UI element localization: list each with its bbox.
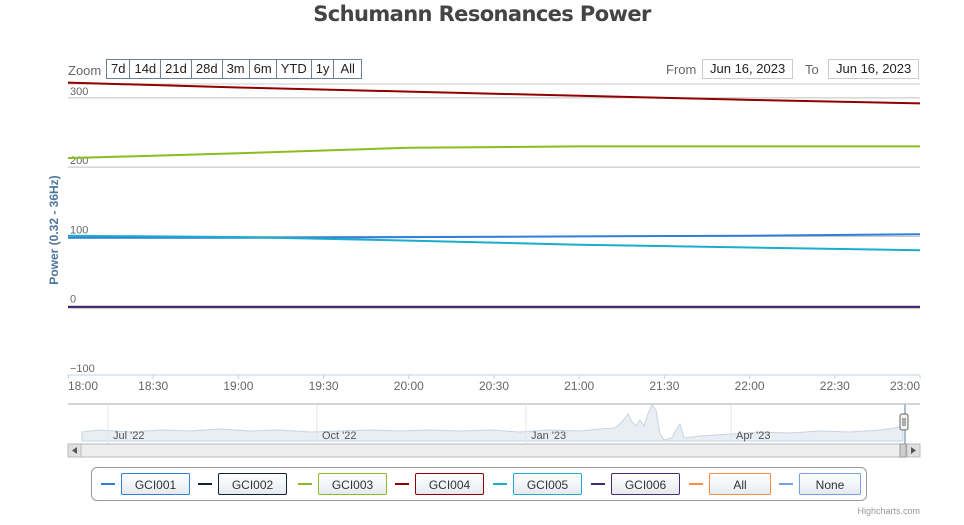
- zoom-button-6m[interactable]: 6m: [249, 60, 277, 78]
- x-tick-label: 22:30: [820, 379, 850, 393]
- y-tick-label: 0: [70, 294, 76, 306]
- zoom-button-ytd[interactable]: YTD: [276, 60, 312, 78]
- zoom-button-14d[interactable]: 14d: [130, 60, 162, 78]
- x-tick-label: 18:00: [68, 379, 98, 393]
- from-date-input[interactable]: Jun 16, 2023: [702, 59, 794, 79]
- from-label: From: [666, 62, 697, 77]
- legend-swatch-gci006: [591, 483, 605, 485]
- series-lines: [67, 81, 921, 309]
- legend-button-gci003[interactable]: GCI003: [318, 473, 387, 495]
- scrollbar-track[interactable]: [67, 443, 921, 458]
- x-tick-label: 22:00: [735, 379, 765, 393]
- navigator-tick-label: Jul '22: [113, 430, 144, 442]
- zoom-button-28d[interactable]: 28d: [191, 60, 223, 78]
- zoom-button-group: 7d 14d 21d 28d 3m 6m YTD 1y All: [106, 59, 362, 79]
- zoom-label: Zoom: [68, 63, 102, 78]
- x-tick-label: 20:00: [394, 379, 424, 393]
- navigator-ticks: Jul '22 Oct '22 Jan '23 Apr '23: [107, 404, 771, 444]
- legend-button-gci002[interactable]: GCI002: [218, 473, 287, 495]
- legend-swatch-none: [779, 483, 793, 485]
- zoom-button-3m[interactable]: 3m: [222, 60, 250, 78]
- legend-button-gci001[interactable]: GCI001: [121, 473, 190, 495]
- zoom-button-21d[interactable]: 21d: [161, 60, 192, 78]
- chart-title: Schumann Resonances Power: [313, 2, 651, 26]
- x-tick-label: 19:00: [223, 379, 253, 393]
- legend-swatch-gci005: [493, 483, 507, 485]
- y-tick-label: 100: [70, 224, 88, 236]
- navigator-tick-label: Jan '23: [531, 430, 566, 442]
- series-line-gci004[interactable]: [67, 81, 921, 105]
- x-tick-label: 23:00: [890, 379, 920, 393]
- legend-button-all[interactable]: All: [709, 473, 771, 495]
- x-tick-label: 21:30: [649, 379, 679, 393]
- legend: GCI001 GCI002 GCI003 GCI004 GCI005 GCI006 All N…: [91, 467, 867, 501]
- legend-button-gci005[interactable]: GCI005: [513, 473, 582, 495]
- x-axis-ticks: 18:00 18:30 19:00 19:30 20:00 20:30 21:00 21:30…: [67, 374, 921, 393]
- navigator-series: [81, 404, 904, 442]
- scrollbar-thumb[interactable]: [899, 443, 907, 458]
- legend-button-gci004[interactable]: GCI004: [415, 473, 484, 495]
- zoom-button-all[interactable]: All: [334, 60, 361, 78]
- y-tick-label: −100: [70, 363, 95, 375]
- to-date-input[interactable]: Jun 16, 2023: [828, 59, 920, 79]
- chevron-right-icon: [911, 447, 916, 454]
- legend-swatch-gci004: [395, 483, 409, 485]
- x-tick-label: 18:30: [138, 379, 168, 393]
- navigator-tick-label: Apr '23: [736, 430, 771, 442]
- zoom-button-1y[interactable]: 1y: [311, 60, 335, 78]
- y-tick-label: 300: [70, 86, 88, 98]
- to-label: To: [805, 62, 819, 77]
- navigator[interactable]: Jul '22 Oct '22 Jan '23 Apr '23: [68, 403, 920, 444]
- credits-link[interactable]: Highcharts.com: [857, 506, 920, 516]
- navigator-handle[interactable]: [899, 413, 909, 431]
- legend-button-none[interactable]: None: [799, 473, 861, 495]
- legend-swatch-gci003: [298, 483, 312, 485]
- x-tick-label: 19:30: [309, 379, 339, 393]
- series-line-gci005[interactable]: [67, 234, 921, 252]
- y-axis-label: Power (0.32 - 36Hz): [47, 175, 61, 284]
- scrollbar[interactable]: [67, 443, 921, 458]
- series-line-gci003[interactable]: [67, 145, 920, 160]
- chevron-left-icon: [72, 447, 77, 454]
- legend-swatch-gci001: [101, 483, 115, 485]
- x-tick-label: 21:00: [564, 379, 594, 393]
- legend-button-gci006[interactable]: GCI006: [611, 473, 680, 495]
- navigator-tick-label: Oct '22: [322, 430, 357, 442]
- zoom-button-7d[interactable]: 7d: [107, 60, 131, 78]
- x-tick-label: 20:30: [479, 379, 509, 393]
- legend-swatch-gci002: [198, 483, 212, 485]
- legend-swatch-all: [689, 483, 703, 485]
